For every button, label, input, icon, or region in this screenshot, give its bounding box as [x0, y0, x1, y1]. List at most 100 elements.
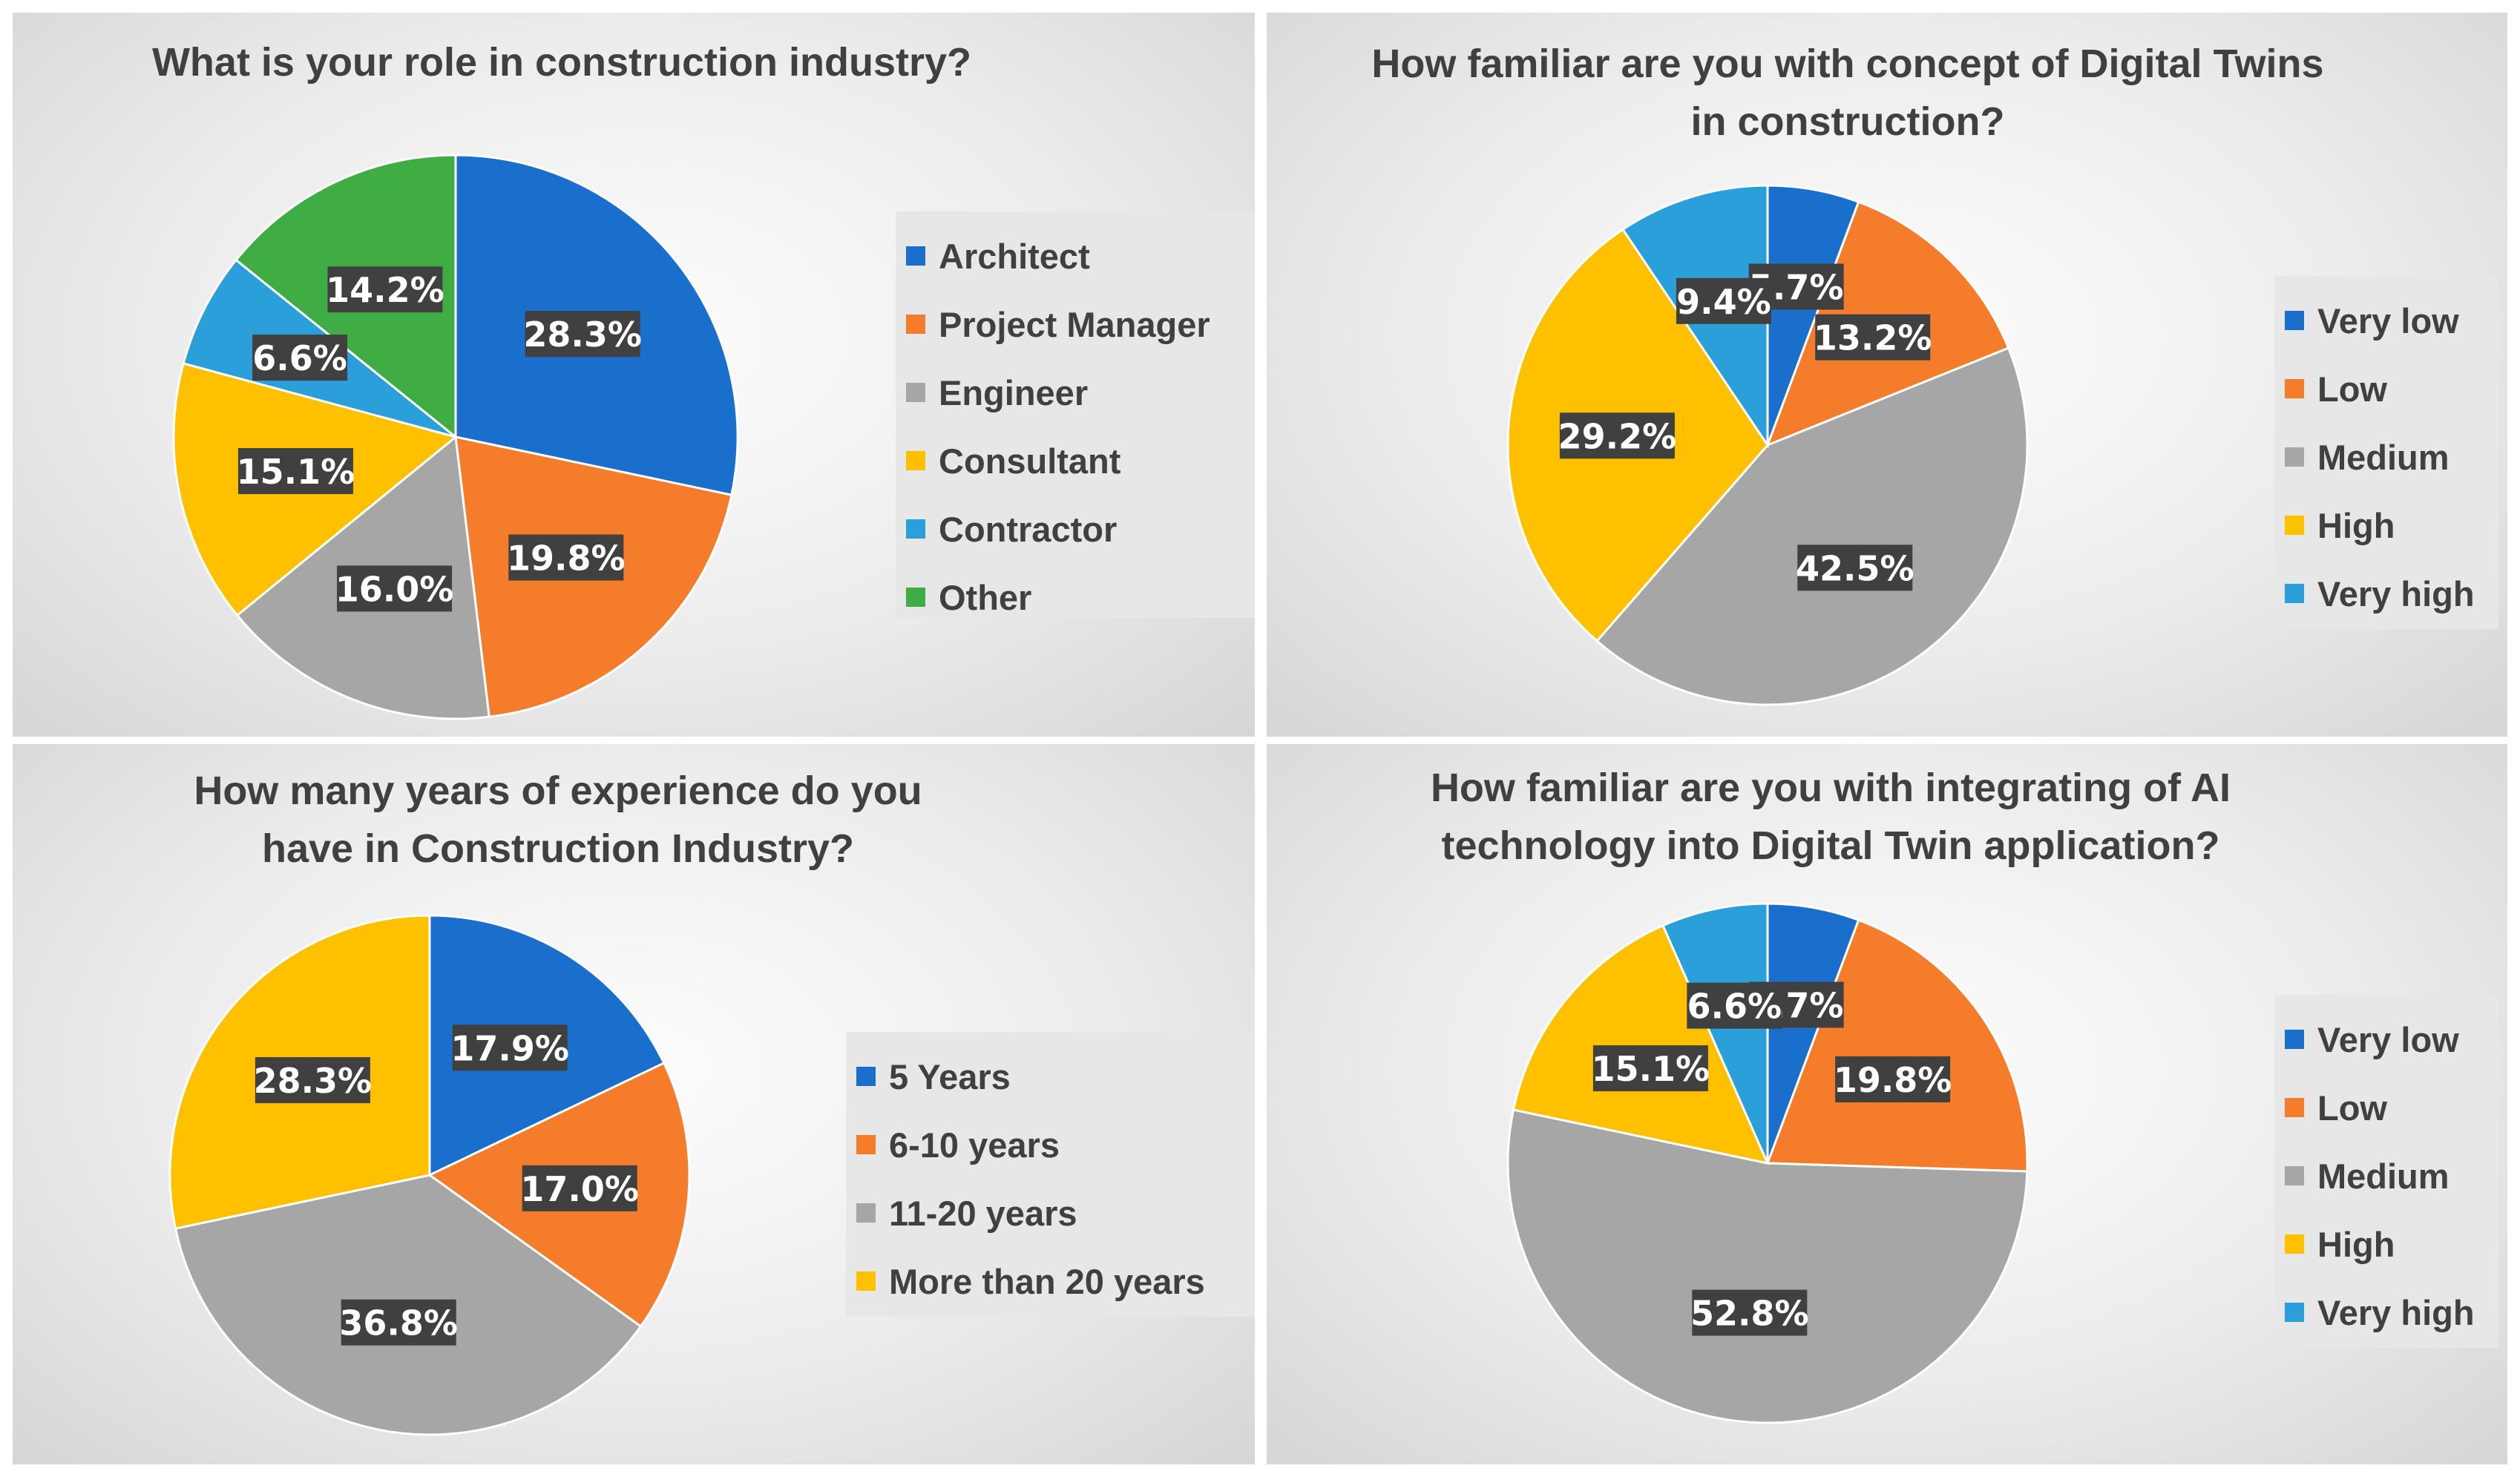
pie-slice-medium [1595, 346, 2029, 706]
data-label-text: 9.4% [1676, 282, 1771, 322]
legend-label: Consultant [939, 441, 1121, 481]
chart-legend: 5 Years 6-10 years 11-20 years More than 20… [846, 1032, 1255, 1317]
legend-label: Very high [2317, 1292, 2475, 1332]
data-label-6-10-years: 17.0% [520, 1165, 639, 1211]
data-label-background [1592, 1045, 1708, 1092]
pie-chart-ai-integration: 5.7%19.8%52.8%15.1%6.6% [1506, 902, 2029, 1424]
legend-swatch [2285, 379, 2304, 398]
legend-swatch [906, 519, 925, 539]
data-label-background [252, 335, 348, 381]
chart-title: How familiar are you with concept of Dig… [1371, 42, 2324, 144]
legend-label: Medium [2317, 437, 2450, 477]
data-label-text: 42.5% [1796, 548, 1914, 588]
legend-swatch [2285, 1166, 2304, 1185]
pie-slice-high [1512, 924, 1770, 1165]
legend-swatch [856, 1135, 876, 1154]
legend-swatch [906, 383, 925, 402]
data-label-background [1676, 277, 1771, 324]
data-label-background [255, 1057, 370, 1104]
legend-item-project-manager: Project Manager [906, 290, 1250, 358]
legend-swatch [2285, 1303, 2304, 1322]
data-label-background [1692, 1289, 1808, 1336]
data-label-text: 52.8% [1690, 1294, 1809, 1334]
chart-title: What is your role in construction indust… [151, 40, 972, 85]
legend-swatch [2285, 1098, 2304, 1117]
pie-slice-low [1765, 918, 2029, 1173]
legend-swatch [856, 1272, 876, 1291]
data-label-background [1797, 545, 1913, 591]
legend-label: Architect [939, 236, 1090, 276]
data-label-background [341, 1299, 456, 1346]
legend-swatch [2285, 1030, 2304, 1049]
data-label-text: 17.0% [520, 1169, 639, 1209]
chart-legend: Architect Project Manager Engineer Consulta… [896, 211, 1255, 618]
data-label-text: 15.1% [1592, 1049, 1710, 1089]
chart-panel-ai-integration: How familiar are you with integrating of… [1267, 744, 2507, 1464]
data-label-background [1687, 982, 1782, 1029]
data-label-text: 13.2% [1814, 318, 1932, 358]
data-label-low: 19.8% [1834, 1056, 1952, 1102]
pie-slice-medium [1506, 1108, 2029, 1424]
legend-swatch [2285, 1234, 2304, 1254]
data-label-project-manager: 19.8% [507, 534, 626, 581]
pie-chart-experience: 17.9% 17.0% 36.8% 28.3% [168, 914, 691, 1436]
legend-item-other: Other [906, 563, 1250, 631]
data-label-background [1559, 412, 1675, 459]
legend-item-more-than-20-years: More than 20 years [856, 1247, 1245, 1315]
data-label-very-high: 6.6% [1687, 982, 1782, 1029]
data-label-text: 19.8% [1834, 1060, 1952, 1100]
data-label-text: 19.8% [507, 539, 626, 579]
legend-label: Low [2317, 1088, 2387, 1128]
data-label-background [1835, 1056, 1951, 1102]
data-label-text: 6.6% [252, 338, 347, 378]
legend-item-medium: Medium [2285, 1142, 2488, 1210]
legend-swatch [2285, 516, 2304, 535]
legend-label: Very low [2317, 1019, 2459, 1059]
chart-panel-role: What is your role in construction indust… [13, 13, 1255, 737]
legend-label: Project Manager [939, 304, 1210, 344]
data-label-11-20-years: 36.8% [339, 1299, 458, 1346]
legend-item-high: High [2285, 491, 2488, 559]
data-label-high: 29.2% [1558, 412, 1676, 459]
chart-title: How familiar are you with integrating of… [1430, 766, 2231, 868]
data-label-text: 6.6% [1687, 987, 1782, 1027]
chart-legend: Very low Low Medium High Very high [2274, 276, 2498, 629]
data-label-background [508, 534, 624, 581]
legend-label: 6-10 years [889, 1125, 1060, 1165]
legend-item-very-low: Very low [2285, 1005, 2488, 1073]
data-label-text: 14.2% [326, 270, 444, 310]
data-label-text: 16.0% [335, 569, 454, 609]
data-label-5-years: 17.9% [450, 1024, 569, 1071]
data-label-high: 15.1% [1592, 1045, 1710, 1092]
legend-label: Very low [2317, 300, 2459, 341]
legend-label: High [2317, 505, 2395, 545]
legend-label: 5 Years [889, 1056, 1011, 1096]
data-label-background [452, 1024, 568, 1071]
data-label-low: 13.2% [1814, 314, 1932, 361]
legend-item-6-10-years: 6-10 years [856, 1111, 1245, 1179]
data-label-other: 14.2% [326, 266, 444, 313]
legend-item-low: Low [2285, 1073, 2488, 1142]
pie-slice-very-low [1766, 184, 1860, 446]
pie-slice-very-low [1766, 902, 1860, 1164]
pie-chart-role: 28.3% 19.8% 16.0% 15.1% 6.6% 14.2% [172, 154, 739, 720]
data-label-background [522, 1165, 637, 1211]
legend-label: Engineer [939, 372, 1089, 412]
data-label-contractor: 6.6% [252, 335, 348, 381]
chart-panel-digital-twin-familiarity: How familiar are you with concept of Dig… [1267, 13, 2507, 737]
data-label-medium: 42.5% [1796, 545, 1914, 591]
data-label-more-than-20-years: 28.3% [254, 1057, 372, 1104]
legend-label: High [2317, 1224, 2395, 1264]
data-label-medium: 52.8% [1690, 1289, 1809, 1336]
legend-label: Contractor [939, 509, 1118, 549]
pie-chart-digital-twin-familiarity: 5.7%13.2%42.5%29.2%9.4% [1506, 184, 2029, 706]
legend-item-architect: Architect [906, 222, 1250, 290]
data-label-architect: 28.3% [523, 311, 642, 358]
legend-label: Other [939, 577, 1032, 617]
data-label-text: 36.8% [339, 1303, 458, 1343]
data-label-very-high: 9.4% [1676, 277, 1771, 324]
legend-item-very-low: Very low [2285, 286, 2488, 355]
legend-item-engineer: Engineer [906, 358, 1250, 427]
legend-item-5-years: 5 Years [856, 1042, 1245, 1111]
chart-title: How many years of experience do you have… [194, 769, 922, 871]
